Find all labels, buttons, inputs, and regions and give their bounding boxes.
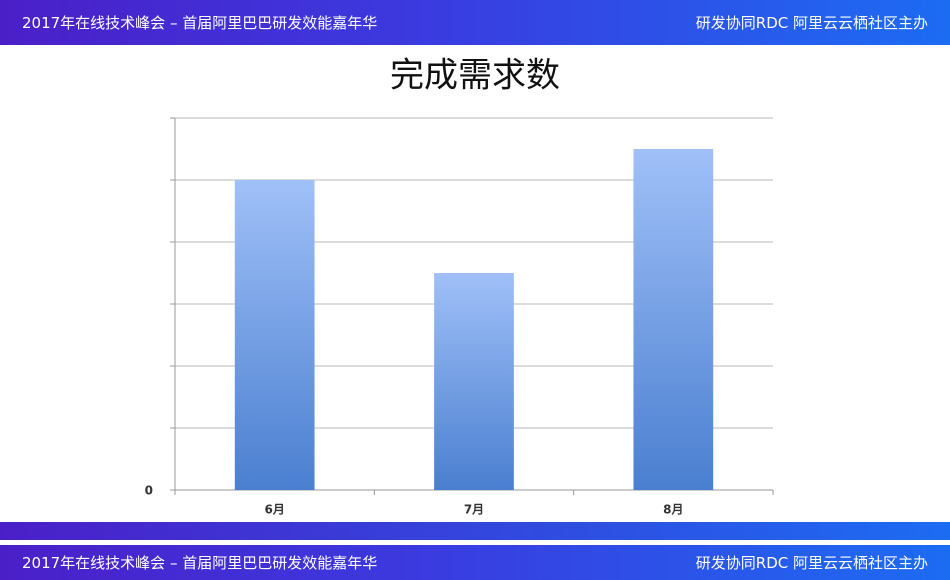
chart: 完成需求数 0 6月 7月 8月 (145, 56, 774, 517)
x-tick-label: 6月 (264, 503, 284, 517)
footer-left: 2017年在线技术峰会 – 首届阿里巴巴研发效能嘉年华 (22, 554, 378, 572)
x-tick-label: 7月 (464, 503, 484, 517)
bar (633, 149, 714, 490)
footer-bar: 2017年在线技术峰会 – 首届阿里巴巴研发效能嘉年华 研发协同RDC 阿里云云… (0, 545, 950, 580)
bar (234, 180, 315, 490)
footer-right: 研发协同RDC 阿里云云栖社区主办 (695, 554, 928, 572)
header-right: 研发协同RDC 阿里云云栖社区主办 (695, 14, 928, 32)
footer-strip (0, 522, 950, 540)
header-bar: 2017年在线技术峰会 – 首届阿里巴巴研发效能嘉年华 研发协同RDC 阿里云云… (0, 0, 950, 45)
x-tick-label: 8月 (663, 503, 683, 517)
y-tick-label: 0 (145, 484, 153, 498)
bar (434, 273, 514, 490)
header-left: 2017年在线技术峰会 – 首届阿里巴巴研发效能嘉年华 (22, 14, 378, 32)
chart-title: 完成需求数 (390, 56, 560, 96)
